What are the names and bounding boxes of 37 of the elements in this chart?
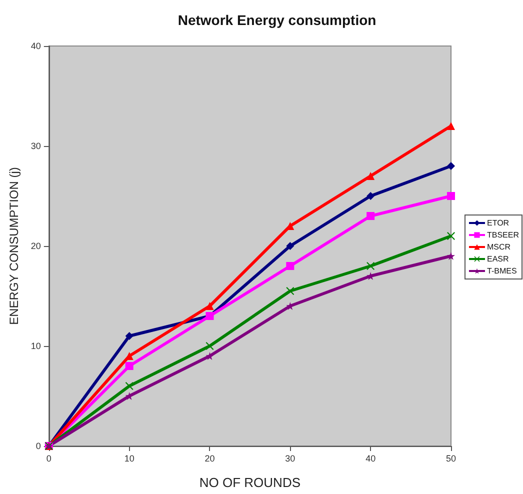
legend-label: ETOR [486, 218, 510, 228]
point [286, 242, 294, 250]
point [206, 352, 214, 360]
x-axis-title: NO OF ROUNDS [199, 475, 301, 490]
y-tick-label: 20 [30, 241, 41, 251]
point [125, 382, 134, 390]
x-tick-label: 30 [285, 454, 296, 464]
x-tick-label: 20 [204, 454, 215, 464]
point [286, 262, 294, 270]
point [447, 252, 455, 260]
x-tick-label: 50 [446, 454, 456, 464]
point [366, 212, 375, 220]
y-axis-title: ENERGY CONSUMPTION (j) [7, 167, 21, 325]
point [125, 362, 134, 370]
chart-title: Network Energy consumption [178, 12, 376, 28]
legend-label: EASR [486, 254, 509, 264]
y-tick-label: 0 [36, 441, 41, 451]
x-tick-label: 0 [46, 454, 52, 464]
y-tick-label: 30 [30, 141, 41, 151]
y-tick-label: 40 [30, 41, 41, 51]
point [447, 122, 455, 130]
point [206, 342, 214, 350]
x-tick-label: 40 [366, 454, 376, 464]
point [447, 232, 455, 240]
point [286, 287, 294, 295]
point [366, 172, 375, 180]
legend-label: TBSEER [486, 230, 520, 240]
x-tick-label: 10 [124, 454, 134, 464]
point [206, 302, 214, 310]
point [366, 262, 375, 270]
legend-label: MSCR [486, 242, 511, 252]
point [447, 192, 455, 200]
point [366, 192, 375, 200]
point [447, 162, 455, 170]
y-tick-label: 10 [30, 341, 41, 351]
point [125, 332, 134, 340]
legend-label: T-BMES [486, 266, 517, 276]
